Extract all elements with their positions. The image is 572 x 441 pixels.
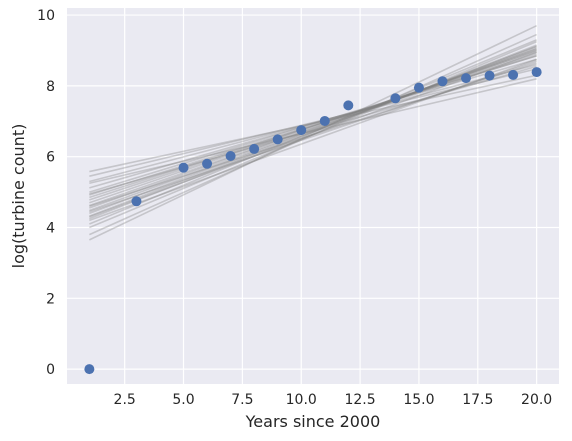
data-point bbox=[225, 150, 236, 161]
data-point bbox=[508, 69, 519, 80]
data-point bbox=[249, 143, 260, 154]
data-point bbox=[272, 134, 283, 145]
fit-line bbox=[89, 46, 537, 215]
fit-line bbox=[89, 62, 537, 208]
data-point bbox=[531, 67, 542, 78]
y-tick-label: 6 bbox=[46, 150, 55, 166]
fit-line bbox=[89, 45, 537, 217]
fit-line bbox=[89, 33, 537, 236]
data-point bbox=[437, 76, 448, 87]
data-point bbox=[131, 196, 142, 207]
fit-line bbox=[89, 68, 537, 177]
x-tick-label: 5.0 bbox=[172, 392, 194, 408]
data-point bbox=[484, 70, 495, 81]
data-point bbox=[296, 125, 307, 136]
y-tick-label: 10 bbox=[37, 8, 55, 24]
y-grid bbox=[67, 14, 559, 370]
data-point bbox=[390, 93, 401, 104]
data-point bbox=[413, 82, 424, 93]
x-tick-label: 20.0 bbox=[521, 392, 552, 408]
fit-line bbox=[89, 63, 537, 183]
y-tick-label: 8 bbox=[46, 79, 55, 95]
x-tick-label: 10.0 bbox=[286, 392, 317, 408]
data-point bbox=[343, 100, 354, 111]
fit-line bbox=[89, 65, 537, 195]
x-tick-label: 2.5 bbox=[114, 392, 136, 408]
fit-line bbox=[89, 24, 537, 241]
data-points bbox=[84, 67, 542, 375]
fit-line bbox=[89, 58, 537, 222]
fit-line bbox=[89, 74, 537, 173]
data-point bbox=[178, 162, 189, 173]
fit-line bbox=[89, 78, 537, 185]
fit-line bbox=[89, 44, 537, 220]
x-axis-label: Years since 2000 bbox=[245, 412, 381, 431]
y-tick-label: 2 bbox=[46, 291, 55, 307]
x-tick-labels: 2.5 5.0 7.5 10.0 12.5 15.0 17.5 20.0 bbox=[114, 392, 553, 408]
y-axis-label: log(turbine count) bbox=[9, 124, 28, 269]
fit-line bbox=[89, 40, 537, 229]
data-point bbox=[202, 158, 213, 169]
fit-line bbox=[89, 39, 537, 225]
x-tick-label: 15.0 bbox=[403, 392, 434, 408]
x-tick-label: 7.5 bbox=[231, 392, 253, 408]
fit-line bbox=[89, 60, 537, 213]
data-point bbox=[319, 115, 330, 126]
data-point bbox=[461, 73, 472, 84]
y-tick-label: 0 bbox=[46, 362, 55, 378]
x-tick-label: 12.5 bbox=[344, 392, 375, 408]
y-tick-labels: 0 2 4 6 8 10 bbox=[37, 8, 55, 378]
y-tick-label: 4 bbox=[46, 221, 55, 237]
plot-background bbox=[67, 8, 559, 384]
x-tick-label: 17.5 bbox=[462, 392, 493, 408]
data-point bbox=[84, 364, 95, 375]
